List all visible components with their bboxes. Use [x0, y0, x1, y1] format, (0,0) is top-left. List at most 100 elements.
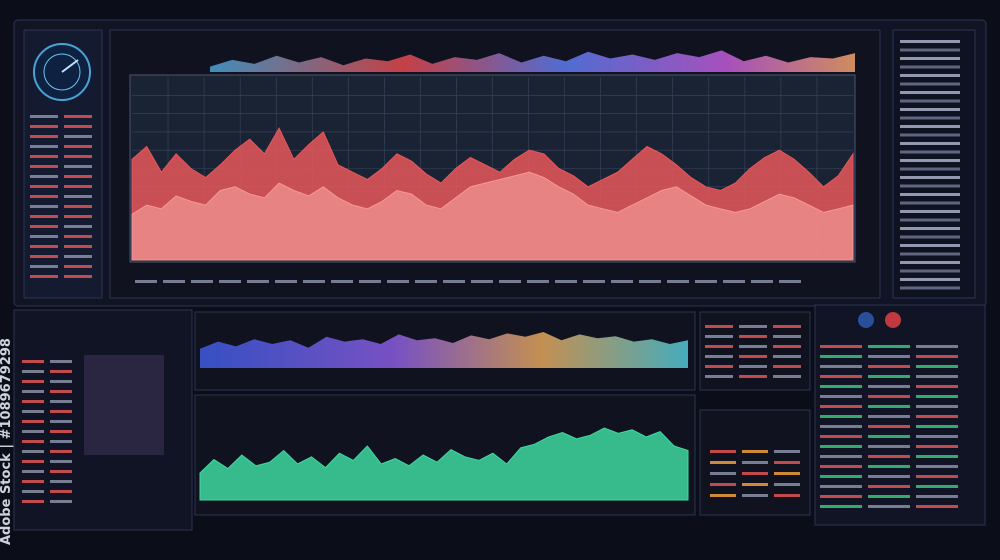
text-placeholder: [900, 99, 960, 103]
text-placeholder: [820, 345, 862, 348]
text-placeholder: [900, 116, 960, 120]
text-placeholder: [868, 465, 910, 468]
watermark: Adobe Stock | #1089679298: [0, 338, 14, 545]
text-placeholder: [695, 280, 717, 283]
text-placeholder: [64, 135, 92, 138]
text-placeholder: [30, 115, 58, 118]
text-placeholder: [900, 227, 960, 230]
text-placeholder: [820, 425, 862, 428]
text-placeholder: [64, 245, 92, 248]
text-placeholder: [820, 415, 862, 418]
text-placeholder: [900, 150, 960, 154]
text-placeholder: [900, 108, 960, 111]
text-placeholder: [742, 450, 768, 453]
text-placeholder: [820, 445, 862, 448]
text-placeholder: [916, 395, 958, 398]
text-placeholder: [710, 494, 736, 497]
text-placeholder: [900, 235, 960, 239]
text-placeholder: [916, 465, 958, 468]
text-placeholder: [50, 360, 72, 363]
text-placeholder: [820, 455, 862, 458]
text-placeholder: [135, 280, 157, 283]
text-placeholder: [868, 385, 910, 388]
text-placeholder: [64, 145, 92, 148]
text-placeholder: [22, 390, 44, 393]
text-placeholder: [916, 365, 958, 368]
text-placeholder: [50, 480, 72, 483]
text-placeholder: [820, 355, 862, 358]
text-placeholder: [710, 450, 736, 453]
text-placeholder: [916, 505, 958, 508]
text-placeholder: [900, 65, 960, 69]
text-placeholder: [705, 375, 733, 378]
text-placeholder: [64, 225, 92, 228]
text-placeholder: [916, 495, 958, 498]
text-placeholder: [900, 91, 960, 94]
area: [200, 332, 688, 368]
text-placeholder: [64, 195, 92, 198]
text-placeholder: [820, 395, 862, 398]
text-placeholder: [774, 450, 800, 453]
text-placeholder: [774, 494, 800, 497]
text-placeholder: [739, 325, 767, 328]
text-placeholder: [64, 255, 92, 258]
text-placeholder: [900, 167, 960, 171]
text-placeholder: [50, 430, 72, 433]
text-placeholder: [868, 505, 910, 508]
text-placeholder: [868, 405, 910, 408]
gauge-ring: [43, 53, 81, 91]
text-placeholder: [868, 345, 910, 348]
text-placeholder: [820, 495, 862, 498]
text-placeholder: [916, 425, 958, 428]
text-placeholder: [723, 280, 745, 283]
text-placeholder: [705, 355, 733, 358]
text-placeholder: [710, 483, 736, 486]
text-placeholder: [583, 280, 605, 283]
text-placeholder: [527, 280, 549, 283]
text-placeholder: [30, 135, 58, 138]
text-placeholder: [773, 325, 801, 328]
text-placeholder: [30, 265, 58, 268]
text-placeholder: [774, 461, 800, 464]
text-placeholder: [64, 275, 92, 278]
text-placeholder: [900, 286, 960, 290]
text-placeholder: [50, 500, 72, 503]
text-placeholder: [773, 355, 801, 358]
text-placeholder: [30, 195, 58, 198]
text-placeholder: [64, 115, 92, 118]
gauge-needle: [61, 59, 79, 73]
text-placeholder: [64, 215, 92, 218]
area: [210, 50, 855, 72]
area: [131, 171, 854, 261]
text-placeholder: [916, 475, 958, 478]
text-placeholder: [900, 133, 960, 137]
text-placeholder: [387, 280, 409, 283]
text-placeholder: [639, 280, 661, 283]
text-placeholder: [275, 280, 297, 283]
text-placeholder: [50, 460, 72, 463]
text-placeholder: [868, 355, 910, 358]
text-placeholder: [868, 425, 910, 428]
text-placeholder: [443, 280, 465, 283]
text-placeholder: [820, 505, 862, 508]
text-placeholder: [868, 435, 910, 438]
text-placeholder: [705, 325, 733, 328]
text-placeholder: [64, 205, 92, 208]
text-placeholder: [900, 210, 960, 213]
text-placeholder: [64, 125, 92, 128]
text-placeholder: [916, 385, 958, 388]
table-panel: [699, 311, 811, 391]
text-placeholder: [50, 450, 72, 453]
text-placeholder: [900, 252, 960, 256]
right-panel: [892, 29, 976, 299]
text-placeholder: [916, 355, 958, 358]
text-placeholder: [900, 176, 960, 179]
text-placeholder: [820, 475, 862, 478]
text-placeholder: [64, 185, 92, 188]
text-placeholder: [247, 280, 269, 283]
text-placeholder: [22, 440, 44, 443]
text-placeholder: [900, 244, 960, 247]
text-placeholder: [219, 280, 241, 283]
text-placeholder: [900, 82, 960, 86]
